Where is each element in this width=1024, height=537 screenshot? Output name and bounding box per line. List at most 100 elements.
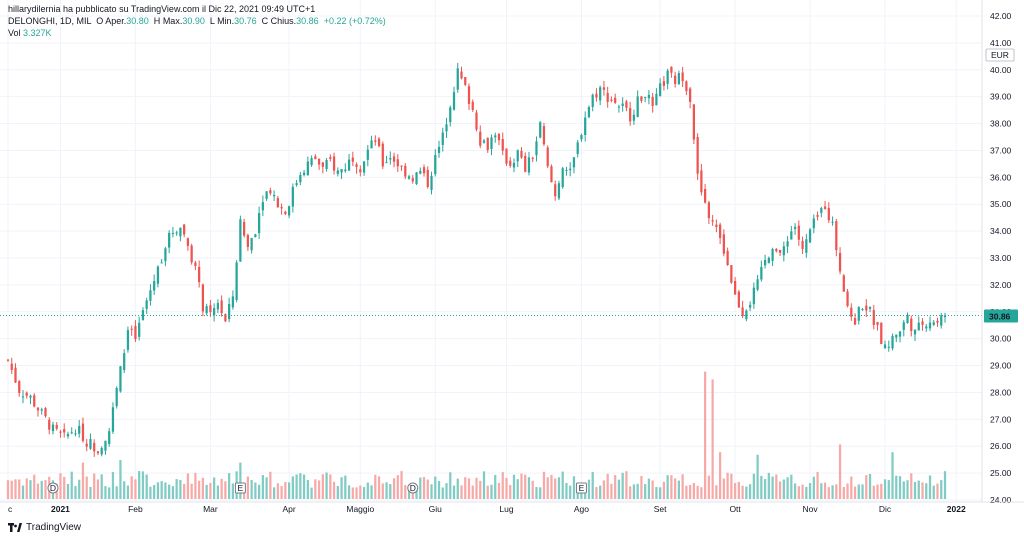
- candle-body: [865, 305, 868, 311]
- volume-bar: [422, 477, 426, 499]
- volume-bar: [883, 479, 887, 499]
- candle-body: [332, 156, 336, 171]
- volume-bar: [737, 481, 740, 499]
- candle-body: [786, 241, 789, 247]
- candle-body: [250, 237, 253, 251]
- candle-body: [419, 170, 422, 174]
- volume-bar: [153, 484, 156, 499]
- candle-body: [617, 106, 621, 108]
- volume-bar: [93, 473, 96, 499]
- candle-body: [572, 157, 576, 168]
- candle-body: [400, 165, 403, 167]
- candle-body: [561, 168, 564, 188]
- chart-header: hillarydilernia ha pubblicato su Trading…: [8, 4, 386, 39]
- volume-bar: [89, 486, 92, 499]
- volume-bar: [340, 477, 343, 499]
- candle-body: [280, 207, 283, 209]
- volume-bar: [614, 475, 617, 499]
- candle-body: [63, 429, 66, 433]
- volume-bar: [224, 481, 227, 499]
- y-tick-label: 38.00: [990, 119, 1012, 129]
- y-tick-label: 34.00: [990, 226, 1012, 236]
- candle-body: [100, 447, 103, 455]
- candle-body: [29, 395, 32, 398]
- candle-body: [782, 246, 785, 256]
- candle-body: [344, 169, 347, 172]
- candle-body: [284, 211, 287, 215]
- x-tick-label: Mar: [203, 504, 218, 514]
- candle-body: [550, 166, 553, 183]
- volume-bar: [44, 480, 47, 499]
- tradingview-footer[interactable]: TradingView: [8, 522, 81, 533]
- volume-bar: [805, 486, 808, 499]
- candle-body: [760, 266, 763, 280]
- candle-body: [827, 208, 830, 221]
- candle-body: [501, 139, 504, 151]
- y-tick-label: 32.00: [990, 280, 1012, 290]
- candle-body: [104, 440, 107, 451]
- x-tick-label: Maggio: [346, 504, 374, 514]
- ohlc-legend: DELONGHI, 1D, MIL O Aper.30.80 H Max.30.…: [8, 16, 386, 27]
- volume-bar: [482, 471, 486, 499]
- volume-bar: [430, 484, 433, 499]
- volume-bar: [389, 484, 392, 499]
- volume-bar: [494, 474, 497, 499]
- volume-bar: [145, 474, 148, 499]
- volume-bar: [471, 485, 474, 499]
- x-tick-label: Set: [654, 504, 667, 514]
- candle-body: [756, 279, 759, 290]
- x-tick-label: Apr: [282, 504, 295, 514]
- volume-bar: [876, 484, 879, 499]
- volume-bar: [748, 484, 752, 499]
- volume-bar: [640, 475, 643, 499]
- candle-body: [816, 215, 819, 217]
- last-price-label: 30.86: [989, 312, 1011, 322]
- candle-body: [340, 169, 343, 173]
- volume-bar: [910, 473, 913, 499]
- candle-body: [872, 310, 875, 325]
- volume-bar: [479, 480, 482, 499]
- candle-body: [640, 96, 643, 101]
- candle-body: [40, 409, 43, 411]
- candle-body: [389, 158, 392, 160]
- candle-body: [512, 162, 516, 168]
- candle-body: [18, 381, 21, 393]
- volume-bar: [872, 485, 875, 499]
- candle-body: [302, 172, 306, 175]
- candle-body: [149, 290, 152, 301]
- volume-bar: [449, 472, 452, 499]
- volume-bar: [940, 480, 943, 499]
- candle-body: [407, 176, 411, 179]
- candle-body: [793, 226, 797, 229]
- candle-body: [625, 101, 628, 108]
- candle-body: [850, 307, 853, 317]
- volume-bar: [527, 477, 531, 499]
- candle-body: [685, 81, 688, 92]
- volume-bar: [756, 454, 759, 499]
- volume-bar: [119, 460, 122, 499]
- volume-bar: [715, 485, 718, 499]
- volume-bar: [831, 485, 834, 499]
- volume-bar: [21, 485, 25, 499]
- candle-body: [887, 346, 890, 348]
- volume-bar: [254, 482, 257, 499]
- candle-body: [179, 227, 182, 237]
- x-tick-label: c: [8, 504, 13, 514]
- volume-bar: [808, 483, 812, 499]
- candle-body: [763, 259, 767, 266]
- candle-body: [306, 161, 309, 176]
- candle-body: [910, 318, 913, 332]
- volume-bar: [550, 474, 553, 499]
- volume-bar: [505, 477, 508, 499]
- candle-body: [647, 94, 651, 99]
- volume-bar: [932, 485, 935, 499]
- low-text: Min.: [217, 16, 235, 26]
- candle-body: [254, 234, 257, 237]
- close-value: 30.86: [296, 16, 319, 26]
- volume-bar: [625, 471, 628, 499]
- volume-bar: [257, 484, 261, 499]
- volume-bar: [745, 486, 748, 499]
- candle-body: [479, 131, 482, 146]
- volume-bar: [190, 483, 193, 499]
